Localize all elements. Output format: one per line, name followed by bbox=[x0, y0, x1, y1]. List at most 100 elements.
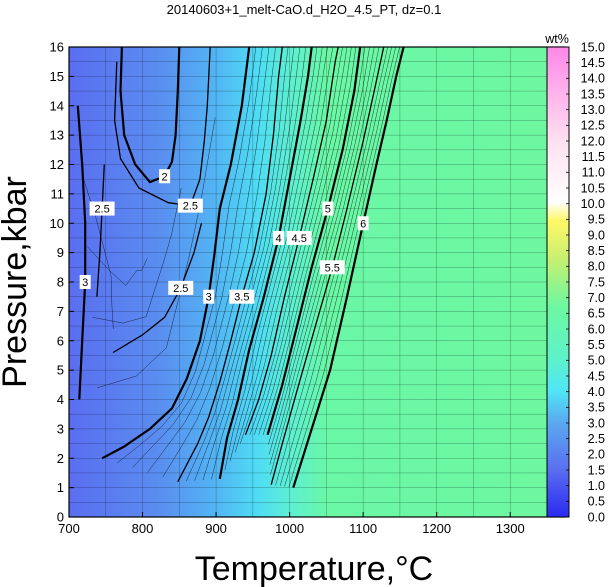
colorbar-tick-label: 12.5 bbox=[581, 119, 605, 133]
colorbar-tick-label: 13.0 bbox=[581, 103, 605, 117]
contour-label-3.5: 3.5 bbox=[229, 289, 255, 304]
y-tick-label: 2 bbox=[57, 451, 64, 466]
colorbar-tick-label: 0.0 bbox=[588, 510, 605, 524]
y-tick-label: 12 bbox=[50, 157, 64, 172]
y-tick-label: 1 bbox=[57, 480, 64, 495]
contour-label-bg bbox=[89, 201, 115, 216]
contour-label-text: 5 bbox=[325, 204, 331, 216]
contour-label-2.5: 2.5 bbox=[168, 280, 194, 295]
y-tick-label: 14 bbox=[50, 98, 64, 113]
contour-label-bg bbox=[286, 230, 312, 245]
colorbar-title: wt% bbox=[544, 32, 569, 46]
contour-label-text: 2 bbox=[162, 171, 168, 183]
minor-contour-line bbox=[132, 47, 263, 468]
colorbar-tick-label: 1.5 bbox=[588, 463, 605, 477]
contour-label-bg bbox=[168, 280, 194, 295]
contour-label-bg bbox=[273, 230, 285, 245]
colorbar-tick-label: 3.5 bbox=[588, 401, 605, 415]
contour-label-text: 4.5 bbox=[292, 233, 307, 245]
contour-line-2 bbox=[119, 47, 181, 184]
minor-contour-line bbox=[269, 47, 375, 465]
x-axis-ticks: 700 800 900 1000 1100 1200 1300 bbox=[58, 512, 525, 536]
colorbar-tick-label: 5.5 bbox=[588, 338, 605, 352]
minor-contour-line bbox=[268, 47, 370, 455]
contour-label-2: 2 bbox=[159, 169, 171, 184]
minor-contour-line bbox=[288, 47, 400, 488]
contour-line-2.5 bbox=[112, 223, 203, 354]
colorbar-tick-label: 5.0 bbox=[588, 354, 605, 368]
contour-label-bg bbox=[229, 289, 255, 304]
colorbar-tick-label: 14.0 bbox=[581, 72, 605, 86]
contour-label-text: 3 bbox=[82, 277, 88, 289]
contour-line-4 bbox=[218, 47, 313, 479]
y-tick-label: 5 bbox=[57, 363, 64, 378]
contour-label-3: 3 bbox=[203, 289, 215, 304]
colorbar-tick-label: 11.0 bbox=[582, 166, 605, 180]
contour-label-bg bbox=[177, 198, 203, 213]
contour-line-3 bbox=[76, 105, 87, 400]
colorbar-tick-label: 7.5 bbox=[588, 275, 605, 289]
colorbar-tick-label: 4.0 bbox=[588, 385, 605, 399]
plot-area: 2 2.5 2.5 2.5 3 3 3.5 4 4.5 5 5.5 6 bbox=[69, 47, 565, 517]
minor-contour-line bbox=[147, 47, 270, 473]
colorbar-tick-label: 2.0 bbox=[588, 448, 605, 462]
y-tick-label: 9 bbox=[57, 245, 64, 260]
colorbar-tick-label: 11.5 bbox=[582, 150, 605, 164]
x-tick-label: 1000 bbox=[275, 521, 304, 536]
contour-label-bg bbox=[319, 260, 345, 275]
colorbar-tick-label: 12.0 bbox=[581, 134, 605, 148]
thin-contours bbox=[82, 47, 400, 488]
x-tick-label: 700 bbox=[58, 521, 80, 536]
y-tick-label: 13 bbox=[50, 128, 64, 143]
y-tick-label: 11 bbox=[51, 186, 65, 201]
contour-labels: 2 2.5 2.5 2.5 3 3 3.5 4 4.5 5 5.5 6 bbox=[79, 169, 369, 304]
colorbar-tick-label: 9.5 bbox=[588, 213, 605, 227]
contour-label-text: 6 bbox=[360, 218, 366, 230]
minor-contour-line bbox=[92, 187, 182, 324]
colorbar-tick-label: 4.5 bbox=[588, 369, 605, 383]
colorbar-tick-label: 13.5 bbox=[581, 87, 605, 101]
contour-label-5: 5 bbox=[322, 201, 334, 216]
grid-lines bbox=[69, 47, 548, 517]
minor-contour-line bbox=[275, 47, 388, 486]
contour-line-2.5 bbox=[96, 164, 105, 297]
y-tick-label: 4 bbox=[57, 392, 64, 407]
colorbar-scale bbox=[546, 46, 570, 518]
contour-label-4.5: 4.5 bbox=[286, 230, 312, 245]
colorbar-tick-label: 0.5 bbox=[588, 495, 605, 509]
colorbar-ticks: 0.00.5 1.0 1.52.0 2.5 3.03.5 4.0 4.55.0 5.5 6.06… bbox=[566, 40, 605, 524]
contour-label-4: 4 bbox=[273, 230, 285, 245]
minor-contour-line bbox=[279, 47, 392, 486]
contour-label-text: 2.5 bbox=[94, 204, 109, 216]
minor-contour-line bbox=[211, 47, 307, 480]
colorbar-tick-label: 7.0 bbox=[588, 291, 605, 305]
contour-label-bg bbox=[159, 169, 171, 184]
minor-contour-line bbox=[97, 117, 216, 389]
colorbar-tick-label: 6.5 bbox=[588, 307, 605, 321]
y-tick-label: 7 bbox=[57, 304, 64, 319]
colorbar-tick-label: 9.0 bbox=[588, 228, 605, 242]
y-tick-label: 15 bbox=[50, 69, 64, 84]
y-tick-label: 16 bbox=[50, 40, 64, 55]
minor-contour-line bbox=[202, 47, 301, 481]
contour-label-3: 3 bbox=[79, 275, 91, 289]
colorbar-tick-label: 14.5 bbox=[581, 56, 605, 70]
contour-label-bg bbox=[79, 275, 91, 289]
y-tick-label: 10 bbox=[50, 216, 64, 231]
x-axis-title: Temperature,°C bbox=[195, 550, 433, 587]
x-tick-label: 900 bbox=[205, 521, 227, 536]
colorbar: wt% 0.00.5 1.0 1.52.0 2.5 3.03.5 4.0 4.55.0 5.5… bbox=[544, 32, 605, 524]
minor-contour-line bbox=[117, 47, 257, 464]
colorbar-tick-label: 8.5 bbox=[588, 244, 605, 258]
x-tick-label: 800 bbox=[132, 521, 154, 536]
colorbar-tick-label: 3.0 bbox=[588, 416, 605, 430]
colorbar-tick-label: 2.5 bbox=[588, 432, 605, 446]
x-tick-label: 1300 bbox=[496, 521, 525, 536]
minor-contour-line bbox=[268, 47, 366, 445]
colorbar-tick-label: 1.0 bbox=[588, 479, 605, 493]
y-tick-label: 0 bbox=[57, 510, 64, 525]
y-axis-title: Pressure,kbar bbox=[0, 176, 34, 388]
contour-label-2.5: 2.5 bbox=[177, 198, 203, 213]
